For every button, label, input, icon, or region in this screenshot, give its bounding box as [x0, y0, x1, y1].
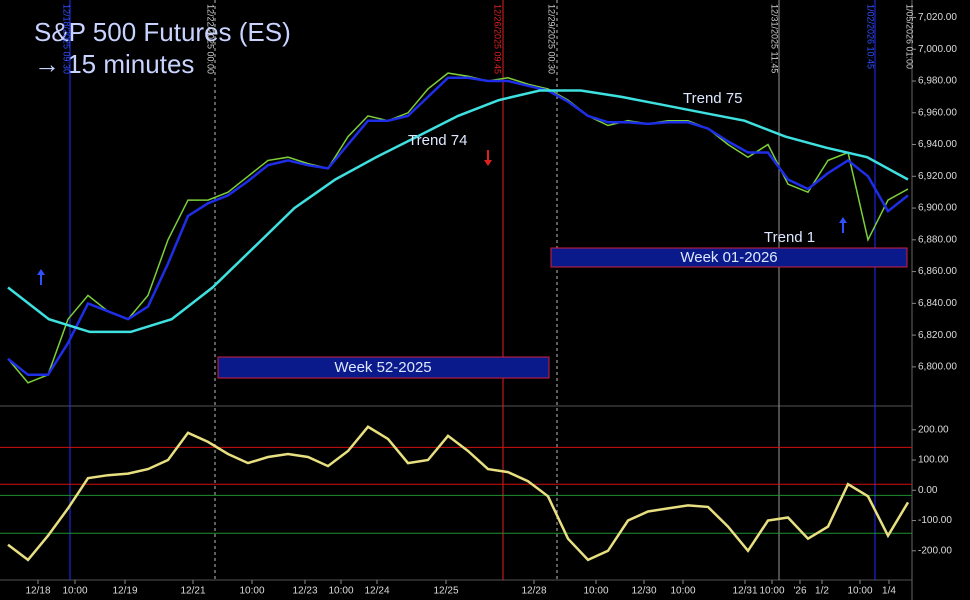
y-tick-label: 6,900.00: [918, 203, 957, 214]
title: S&P 500 Futures (ES): [34, 17, 291, 47]
y-tick-label: 6,840.00: [918, 298, 957, 309]
up-arrow: [37, 269, 45, 285]
y-tick-label: 6,860.00: [918, 266, 957, 277]
y-tick-label: 100.00: [918, 455, 949, 466]
x-tick-label: 12/30: [631, 586, 656, 597]
week-box: [217, 356, 550, 379]
x-tick-label: 10:00: [847, 586, 872, 597]
annotation: Week 52-2025: [334, 359, 431, 376]
x-tick-label: 12/21: [180, 586, 205, 597]
x-tick-label: 1/2: [815, 586, 829, 597]
x-tick-label: 10:00: [583, 586, 608, 597]
y-tick-label: 6,820.00: [918, 330, 957, 341]
x-tick-label: 12/23: [292, 586, 317, 597]
x-tick-label: 12/31: [732, 586, 757, 597]
x-tick-label: 12/19: [112, 586, 137, 597]
x-tick-label: 10:00: [239, 586, 264, 597]
y-tick-label: 6,980.00: [918, 76, 957, 87]
annotation: Trend 74: [408, 132, 467, 149]
series-line: [7, 425, 910, 562]
y-tick-label: 6,880.00: [918, 234, 957, 245]
x-tick-label: 10:00: [328, 586, 353, 597]
series-line: [7, 72, 909, 384]
annotation: Trend 1: [764, 229, 815, 246]
x-tick-label: 10:00: [62, 586, 87, 597]
x-tick-label: 12/28: [521, 586, 546, 597]
series-line: [7, 76, 909, 377]
week-box: [550, 247, 908, 268]
x-tick-label: '26: [793, 586, 806, 597]
marker-label: 1/05/2026 01:00: [905, 4, 915, 69]
marker-label: 12/22/2025 00:00: [206, 4, 216, 74]
y-tick-label: 6,940.00: [918, 139, 957, 150]
x-tick-label: 1/4: [882, 586, 896, 597]
y-tick-label: 6,960.00: [918, 107, 957, 118]
marker-label: 12/31/2025 11:45: [770, 4, 780, 73]
annotation: Trend 75: [683, 90, 742, 107]
y-tick-label: 7,000.00: [918, 44, 957, 55]
down-arrow: [484, 150, 492, 166]
marker-label: 12/29/2025 00:30: [547, 4, 557, 74]
up-arrow: [839, 217, 847, 233]
x-tick-label: 10:00: [759, 586, 784, 597]
y-tick-label: 0.00: [918, 485, 938, 496]
x-tick-label: 10:00: [670, 586, 695, 597]
x-tick-label: 12/24: [364, 586, 389, 597]
y-tick-label: -200.00: [918, 545, 952, 556]
annotation: Week 01-2026: [680, 249, 777, 266]
y-tick-label: 7,020.00: [918, 12, 957, 23]
x-tick-label: 12/25: [433, 586, 458, 597]
marker-label: 12/26/2025 09:45: [493, 4, 503, 74]
y-tick-label: 200.00: [918, 424, 949, 435]
marker-label: 12/18/2025 09:30: [62, 4, 72, 74]
marker-label: 1/02/2026 10:45: [866, 4, 876, 69]
series-line: [7, 89, 909, 334]
y-tick-label: -100.00: [918, 515, 952, 526]
y-tick-label: 6,920.00: [918, 171, 957, 182]
x-tick-label: 12/18: [25, 586, 50, 597]
y-tick-label: 6,800.00: [918, 362, 957, 373]
subtitle: → 15 minutes: [34, 49, 194, 79]
